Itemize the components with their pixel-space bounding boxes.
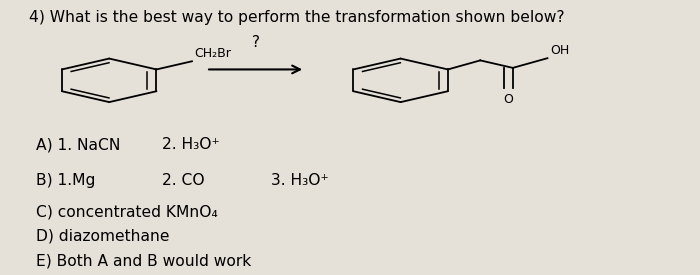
Text: 4) What is the best way to perform the transformation shown below?: 4) What is the best way to perform the t… [29, 10, 564, 24]
Text: 3. H₃O⁺: 3. H₃O⁺ [271, 173, 329, 188]
Text: CH₂Br: CH₂Br [194, 47, 231, 60]
Text: E) Both A and B would work: E) Both A and B would work [36, 253, 251, 268]
Text: B) 1.Mg: B) 1.Mg [36, 173, 95, 188]
Text: 2. H₃O⁺: 2. H₃O⁺ [162, 138, 220, 152]
Text: D) diazomethane: D) diazomethane [36, 229, 169, 244]
Text: ?: ? [251, 35, 260, 50]
Text: O: O [503, 93, 513, 106]
Text: A) 1. NaCN: A) 1. NaCN [36, 138, 120, 152]
Text: 2. CO: 2. CO [162, 173, 204, 188]
Text: C) concentrated KMnO₄: C) concentrated KMnO₄ [36, 204, 217, 219]
Text: OH: OH [550, 44, 569, 57]
